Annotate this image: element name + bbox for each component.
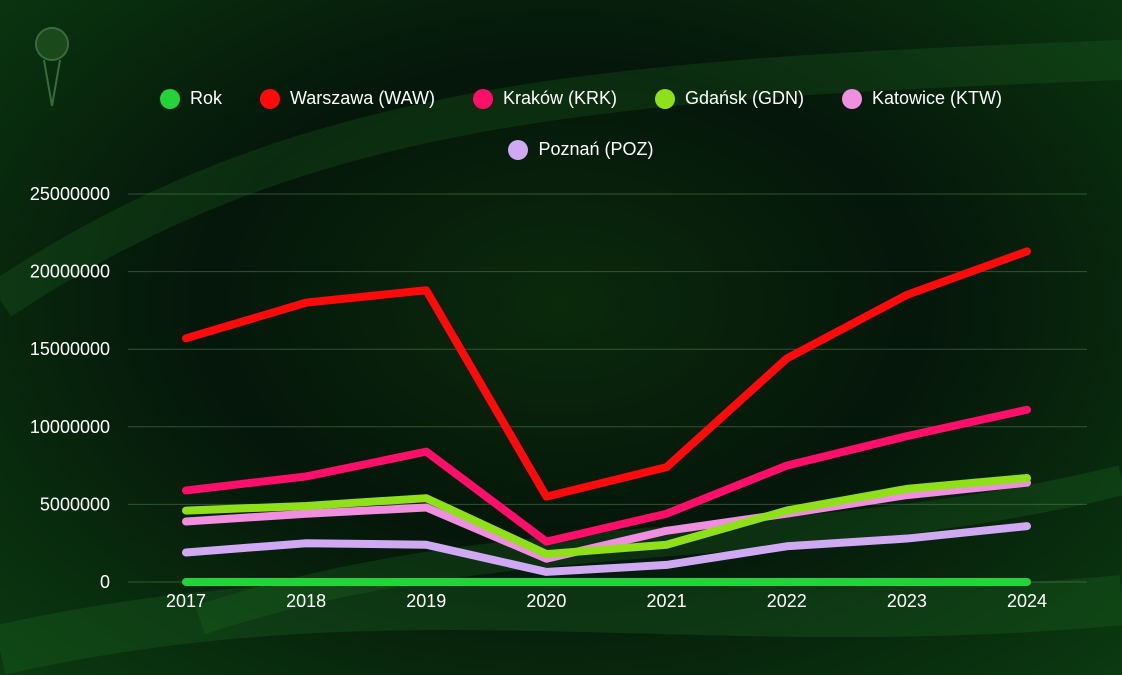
legend-swatch <box>842 88 863 109</box>
x-tick-label: 2024 <box>1007 591 1047 611</box>
y-tick-label: 20000000 <box>30 262 110 282</box>
legend-item[interactable]: Poznań (POZ) <box>508 139 654 160</box>
legend-label: Rok <box>189 88 222 108</box>
series-line-gda-sk-gdn <box>182 474 1031 559</box>
legend-swatch <box>259 88 280 109</box>
y-tick-label: 0 <box>100 572 110 592</box>
series-line-katowice-ktw <box>182 478 1031 563</box>
legend-label: Kraków (KRK) <box>502 88 617 108</box>
x-tick-label: 2021 <box>647 591 687 611</box>
x-tick-label: 2017 <box>166 591 206 611</box>
x-tick-label: 2020 <box>526 591 566 611</box>
legend-swatch <box>472 88 493 109</box>
series-line-pozna-poz <box>182 522 1031 576</box>
x-tick-label: 2023 <box>887 591 927 611</box>
legend-item[interactable]: Kraków (KRK) <box>472 88 617 109</box>
legend-label: Gdańsk (GDN) <box>684 88 805 108</box>
x-tick-label: 2018 <box>286 591 326 611</box>
y-tick-label: 10000000 <box>30 417 110 437</box>
legend-swatch <box>159 88 180 109</box>
y-tick-label: 15000000 <box>30 339 110 359</box>
legend-label: Poznań (POZ) <box>538 139 654 159</box>
legend-swatch <box>508 139 529 160</box>
legend-label: Warszawa (WAW) <box>289 88 435 108</box>
series-line-krak-w-krk <box>182 405 1031 546</box>
y-tick-label: 25000000 <box>30 184 110 204</box>
y-tick-label: 5000000 <box>40 494 110 514</box>
legend-swatch <box>654 88 675 109</box>
legend-item[interactable]: Gdańsk (GDN) <box>654 88 805 109</box>
pin-logo-icon <box>35 27 69 107</box>
legend-item[interactable]: Katowice (KTW) <box>842 88 1002 109</box>
legend-item[interactable]: Rok <box>159 88 222 109</box>
legend-label: Katowice (KTW) <box>872 88 1003 108</box>
series-line-warszawa-waw <box>182 247 1031 501</box>
chart-legend: Rok Warszawa (WAW) Kraków (KRK) Gdańsk (GDN… <box>0 88 1122 190</box>
x-tick-label: 2019 <box>406 591 446 611</box>
x-tick-label: 2022 <box>767 591 807 611</box>
legend-item[interactable]: Warszawa (WAW) <box>259 88 435 109</box>
